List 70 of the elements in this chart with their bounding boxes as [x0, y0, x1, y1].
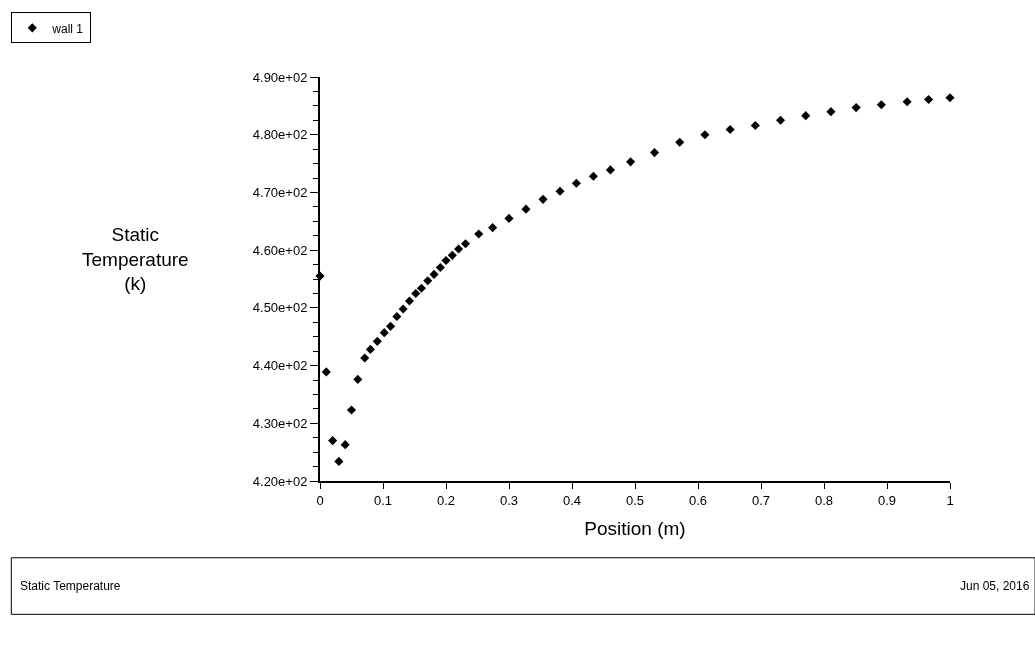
point [454, 244, 464, 254]
point [321, 367, 331, 377]
y-axis-title: Static Temperature (k) [82, 224, 189, 295]
x-tick-label: 0.4 [562, 492, 582, 508]
x-tick-label: 0.2 [436, 492, 456, 508]
point [924, 94, 934, 105]
point [392, 311, 402, 322]
text: Jun 05, 2016 [960, 579, 1030, 593]
x-tick-label: 0.5 [625, 492, 645, 508]
y-tick-label: 4.70e+02 [252, 184, 308, 200]
y-tick-label: 4.80e+02 [252, 127, 308, 143]
point [775, 115, 786, 125]
point [398, 304, 408, 314]
point [851, 103, 861, 113]
x-tick-label: 0 [316, 492, 324, 508]
legend-label: wall 1 [51, 21, 84, 36]
point [346, 405, 357, 415]
point [386, 321, 396, 331]
point [504, 213, 514, 223]
point [435, 262, 445, 273]
y-tick-label: 4.50e+02 [252, 300, 308, 316]
x-tick-label: 0.6 [688, 492, 708, 508]
x-tick-label: 1 [946, 492, 954, 508]
x-tick-label: 0.7 [751, 492, 771, 508]
point [605, 165, 615, 175]
point [750, 120, 760, 131]
point [488, 223, 498, 233]
point [447, 250, 457, 260]
point [423, 276, 433, 286]
y-tick-label: 4.90e+02 [252, 69, 308, 85]
x-tick-label: 0.1 [373, 492, 393, 508]
y-tick-label: 4.20e+02 [252, 473, 308, 489]
point [801, 111, 811, 121]
point [571, 178, 581, 188]
point [649, 148, 660, 158]
point [460, 239, 471, 249]
point [365, 344, 375, 354]
x-tick-label: 0.8 [814, 492, 834, 508]
y-tick-label: 4.40e+02 [252, 358, 308, 374]
point [360, 353, 370, 363]
point [411, 288, 421, 298]
point [441, 255, 451, 266]
point [340, 440, 350, 450]
point [588, 171, 598, 181]
point [353, 374, 363, 384]
point [372, 336, 382, 346]
x-tick-label: 0.3 [499, 492, 519, 508]
point [334, 456, 344, 466]
point [429, 269, 439, 279]
point [902, 97, 912, 107]
point [328, 436, 338, 446]
point [404, 296, 415, 306]
point [474, 229, 484, 239]
point [675, 137, 685, 147]
text: Static Temperature [20, 579, 121, 593]
point [521, 204, 531, 214]
x-axis-title: Position (m) [584, 517, 686, 539]
x-tick-label: 0.9 [877, 492, 897, 508]
point [826, 107, 836, 117]
y-tick-label: 4.60e+02 [252, 242, 308, 258]
point [876, 100, 886, 110]
point [626, 157, 636, 167]
point [700, 130, 710, 140]
point [379, 328, 389, 338]
point [538, 194, 548, 204]
point [725, 124, 735, 135]
point [416, 283, 426, 293]
y-tick-label: 4.30e+02 [252, 415, 308, 431]
point [945, 93, 955, 103]
point [555, 186, 565, 196]
